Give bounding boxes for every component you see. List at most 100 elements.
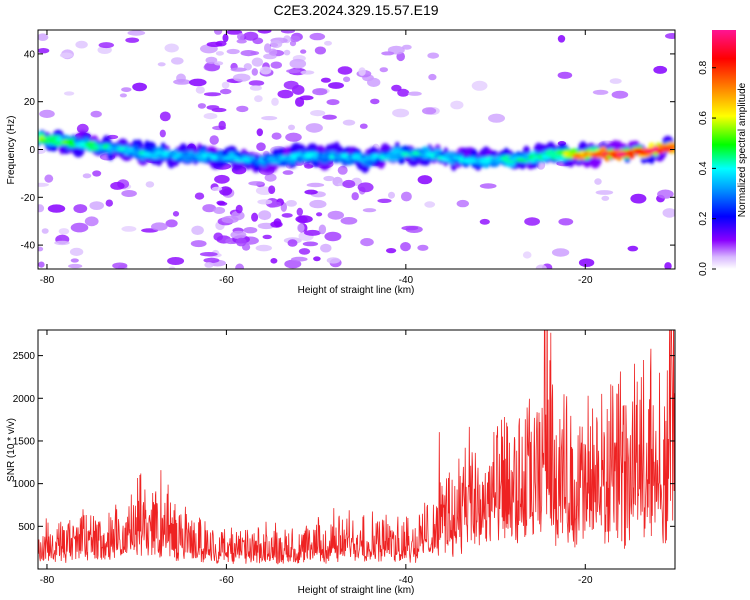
spectrogram-noise-blob [401, 225, 419, 231]
spectrogram-noise-blob [75, 40, 88, 49]
spectrogram-noise-blob [309, 32, 326, 41]
spectrogram-noise-blob [59, 52, 73, 59]
spectrogram-noise-blob [256, 142, 266, 151]
spectrogram-noise-blob [295, 97, 305, 107]
spectrogram-noise-blob [38, 246, 44, 252]
spectrogram-noise-blob [232, 73, 251, 82]
spectrogram-noise-blob [535, 264, 547, 269]
spectrogram-noise-blob [551, 248, 570, 257]
spectrogram-noise-blob [391, 84, 402, 92]
spectrogram-noise-blob [295, 215, 313, 224]
spectrogram-noise-blob [309, 199, 327, 209]
spectrogram-noise-blob [284, 259, 302, 269]
spectrogram-noise-blob [337, 66, 353, 75]
spectrogram-noise-blob [197, 103, 206, 109]
spectrogram-noise-blob [450, 100, 464, 110]
spectrogram-noise-blob [662, 208, 675, 218]
y-tick-label: -20 [21, 193, 36, 204]
snr-series-line [38, 330, 675, 565]
spectrogram-noise-blob [125, 37, 140, 43]
spectrogram-noise-blob [168, 266, 176, 269]
spectrogram-noise-blob [248, 181, 265, 186]
colorbar-tick-label: 0.6 [698, 111, 709, 125]
spectrogram-noise-blob [204, 262, 214, 268]
spectrogram-noise-blob [657, 189, 674, 199]
spectrogram-noise-blob [89, 201, 104, 211]
spectrogram-noise-blob [127, 30, 146, 36]
spectrogram-noise-blob [536, 160, 546, 170]
spectrogram-noise-blob [427, 52, 440, 59]
spectrogram-noise-blob [316, 212, 323, 217]
spectrogram-noise-blob [268, 185, 276, 194]
spectrogram-noise-blob [70, 258, 79, 263]
spectrogram-noise-blob [214, 30, 223, 35]
spectrogram-noise-blob [271, 132, 282, 140]
spectrogram-noise-blob [203, 92, 222, 97]
spectrogram-noise-blob [601, 195, 610, 201]
spectrogram-noise-blob [54, 240, 70, 246]
x-tick-label: -20 [578, 575, 593, 586]
spectrogram-ridge-blob [656, 148, 664, 154]
spectrogram-noise-blob [304, 189, 318, 195]
spectrogram-noise-blob [258, 210, 272, 221]
spectrogram-noise-blob [400, 242, 411, 252]
spectrogram-noise-blob [417, 175, 433, 185]
spectrogram-noise-blob [296, 207, 303, 216]
spectrogram-noise-blob [264, 173, 277, 182]
spectrogram-noise-blob [73, 204, 88, 214]
spectrogram-x-ticks: -80 -60 -40 -20 [40, 30, 593, 286]
spectrogram-noise-blob [189, 78, 207, 87]
spectrogram-noise-blob [386, 248, 397, 254]
spectrogram-noise-blob [112, 262, 128, 269]
spectrogram-noise-blob [97, 46, 112, 54]
spectrogram-noise-blob [203, 257, 220, 263]
spectrogram-noise-blob [288, 124, 295, 131]
spectrogram-noise-blob [159, 111, 171, 122]
spectrogram-noise-blob [76, 123, 89, 134]
y-tick-label: -40 [21, 241, 36, 252]
spectrogram-panel: -80 -60 -40 -20 -40 -20 0 20 40 Height of strai… [6, 29, 676, 296]
spectrogram-noise-blob [653, 65, 668, 74]
spectrogram-noise-blob [337, 165, 348, 175]
snr-x-ticks: -80 -60 -40 -20 [40, 330, 593, 586]
spectrogram-noise-blob [524, 217, 540, 226]
x-tick-label: -80 [40, 575, 55, 586]
colorbar-tick-label: 0.2 [698, 211, 709, 225]
spectrogram-noise-blob [237, 33, 245, 41]
spectrogram-noise-blob [159, 129, 166, 138]
spectrogram-noise-blob [557, 35, 566, 43]
spectrogram-noise-blob [213, 207, 226, 214]
spectrogram-ridge-blob [389, 153, 398, 159]
spectrogram-noise-blob [240, 50, 257, 57]
colorbar-tick-label: 0.0 [698, 262, 709, 276]
spectrogram-noise-blob [82, 173, 92, 179]
colorbar-tick-label: 0.8 [698, 60, 709, 74]
spectrogram-noise-blob [359, 123, 368, 129]
spectrogram-noise-blob [407, 91, 422, 96]
spectrogram-noise-blob [424, 201, 436, 208]
spectrogram-noise-blob [312, 88, 328, 96]
spectrogram-noise-blob [285, 132, 302, 142]
spectrogram-noise-blob [594, 178, 602, 185]
spectrogram-noise-blob [328, 82, 344, 89]
y-tick-label: 20 [24, 97, 36, 108]
spectrogram-noise-blob [326, 257, 341, 264]
colorbar: 0.0 0.2 0.4 0.6 0.8 Normalized spectral ampl… [698, 30, 748, 276]
spectrogram-noise-blob [172, 211, 180, 217]
spectrogram-noise-blob [38, 48, 50, 54]
spectrogram-noise-blob [417, 244, 429, 251]
spectrogram-noise-blob [320, 243, 332, 253]
spectrogram-noise-blob [214, 61, 224, 66]
spectrogram-noise-blob [379, 67, 388, 73]
spectrogram-noise-blob [360, 238, 374, 247]
spectrogram-noise-blob [314, 46, 326, 55]
snr-frame [37, 329, 676, 570]
spectrogram-noise-blob [578, 258, 595, 268]
spectrogram-noise-blob [209, 135, 219, 145]
spectrogram-noise-blob [595, 190, 614, 195]
spectrogram-noise-blob [38, 204, 45, 213]
spectrogram-noise-blob [215, 51, 224, 56]
y-tick-label: 500 [18, 522, 35, 533]
spectrogram-noise-blob [235, 204, 243, 214]
